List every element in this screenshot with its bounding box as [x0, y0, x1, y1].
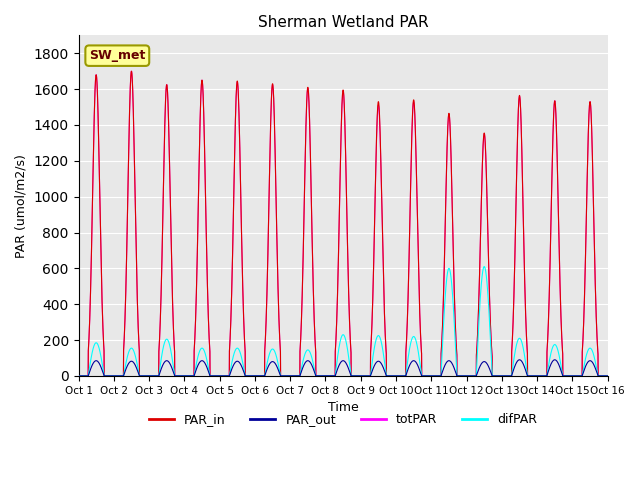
Text: SW_met: SW_met: [89, 49, 145, 62]
Title: Sherman Wetland PAR: Sherman Wetland PAR: [258, 15, 428, 30]
Legend: PAR_in, PAR_out, totPAR, difPAR: PAR_in, PAR_out, totPAR, difPAR: [144, 408, 543, 431]
X-axis label: Time: Time: [328, 401, 358, 414]
Y-axis label: PAR (umol/m2/s): PAR (umol/m2/s): [15, 154, 28, 258]
